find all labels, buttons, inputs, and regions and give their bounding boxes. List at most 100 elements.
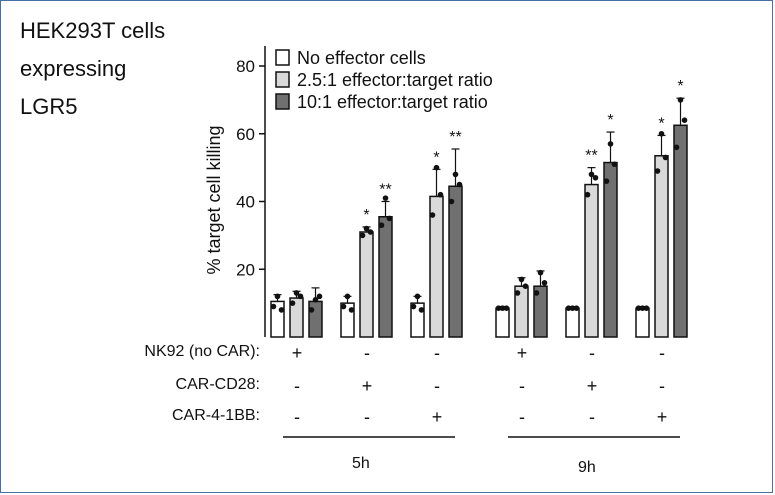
bar — [448, 185, 463, 338]
condition-symbol: - — [364, 343, 370, 363]
y-axis-label: % target cell killing — [204, 125, 224, 274]
condition-symbol: - — [659, 343, 665, 363]
condition-symbol: - — [294, 376, 300, 396]
data-point — [611, 161, 618, 168]
data-point — [565, 305, 572, 312]
data-point — [503, 305, 510, 312]
significance-marker: * — [677, 78, 683, 95]
bar — [565, 307, 580, 338]
data-point — [495, 305, 502, 312]
y-tick-label: 40 — [236, 193, 255, 212]
data-point — [382, 195, 389, 201]
data-point — [635, 305, 642, 312]
data-point — [592, 174, 599, 181]
legend-label: 10:1 effector:target ratio — [297, 92, 488, 112]
data-point — [386, 215, 393, 222]
legend-swatch — [275, 93, 290, 110]
data-point — [584, 191, 591, 198]
data-point — [270, 303, 277, 310]
data-point — [588, 171, 595, 178]
data-point — [278, 307, 285, 313]
data-point — [607, 141, 614, 147]
legend-swatch — [275, 49, 290, 66]
bar — [378, 215, 393, 338]
condition-symbol: + — [656, 407, 668, 427]
data-point — [344, 293, 351, 300]
y-tick-label: 20 — [236, 260, 255, 279]
data-point — [308, 307, 315, 313]
data-point — [452, 171, 459, 178]
data-point — [662, 154, 669, 161]
bar — [359, 231, 374, 338]
condition-symbol: + — [291, 343, 303, 363]
y-tick-label: 80 — [236, 57, 255, 76]
bar — [603, 161, 618, 338]
data-point — [537, 269, 544, 276]
bar — [635, 307, 650, 338]
significance-marker: ** — [449, 129, 461, 146]
significance-marker: * — [433, 149, 439, 166]
data-point — [658, 130, 665, 137]
legend-label: No effector cells — [297, 48, 426, 68]
data-point — [533, 290, 540, 296]
data-point — [522, 283, 529, 289]
data-point — [348, 307, 355, 313]
data-point — [359, 232, 366, 239]
data-point — [456, 181, 463, 188]
time-label-5h: 5h — [352, 455, 370, 472]
condition-symbol: - — [434, 343, 440, 363]
condition-label-nk92: NK92 (no CAR): — [144, 343, 260, 360]
data-point — [677, 97, 684, 103]
data-point — [603, 178, 610, 184]
bar — [308, 300, 323, 338]
condition-symbol: + — [516, 343, 528, 363]
data-point — [518, 276, 525, 283]
condition-symbol: - — [294, 407, 300, 427]
bar — [673, 124, 688, 338]
data-point — [414, 293, 421, 300]
data-point — [573, 305, 580, 312]
data-point — [418, 307, 425, 313]
condition-symbol: + — [361, 376, 373, 396]
legend-label: 2.5:1 effector:target ratio — [297, 70, 493, 90]
significance-marker: ** — [379, 182, 391, 199]
data-point — [378, 222, 385, 229]
data-point — [363, 225, 370, 232]
condition-symbol: - — [519, 407, 525, 427]
data-point — [367, 229, 374, 235]
data-point — [316, 293, 323, 300]
data-point — [654, 168, 661, 174]
significance-marker: * — [363, 207, 369, 224]
bar — [495, 307, 510, 338]
data-point — [681, 117, 688, 123]
figure-title-line-3: LGR5 — [20, 94, 78, 119]
condition-label-41bb: CAR-4-1BB: — [171, 407, 260, 424]
bar — [584, 183, 599, 338]
data-point — [297, 293, 304, 300]
data-point — [340, 303, 347, 310]
data-point — [437, 191, 444, 198]
condition-symbol: - — [589, 407, 595, 427]
condition-symbol: - — [589, 343, 595, 363]
data-point — [312, 296, 319, 303]
data-point — [673, 144, 680, 151]
data-point — [514, 290, 521, 296]
data-point — [289, 300, 296, 306]
significance-marker: * — [607, 112, 613, 129]
y-tick-label: 60 — [236, 125, 255, 144]
condition-label-cd28: CAR-CD28: — [175, 376, 260, 393]
data-point — [499, 305, 506, 312]
data-point — [639, 305, 646, 312]
bar — [654, 155, 669, 338]
data-point — [569, 305, 576, 312]
data-point — [643, 305, 650, 312]
condition-symbol: - — [364, 407, 370, 427]
condition-symbol: - — [659, 376, 665, 396]
figure-title-line-1: HEK293T cells — [20, 18, 166, 43]
data-point — [433, 164, 440, 171]
data-point — [274, 293, 281, 300]
time-label-9h: 9h — [578, 459, 596, 476]
data-point — [429, 212, 436, 218]
